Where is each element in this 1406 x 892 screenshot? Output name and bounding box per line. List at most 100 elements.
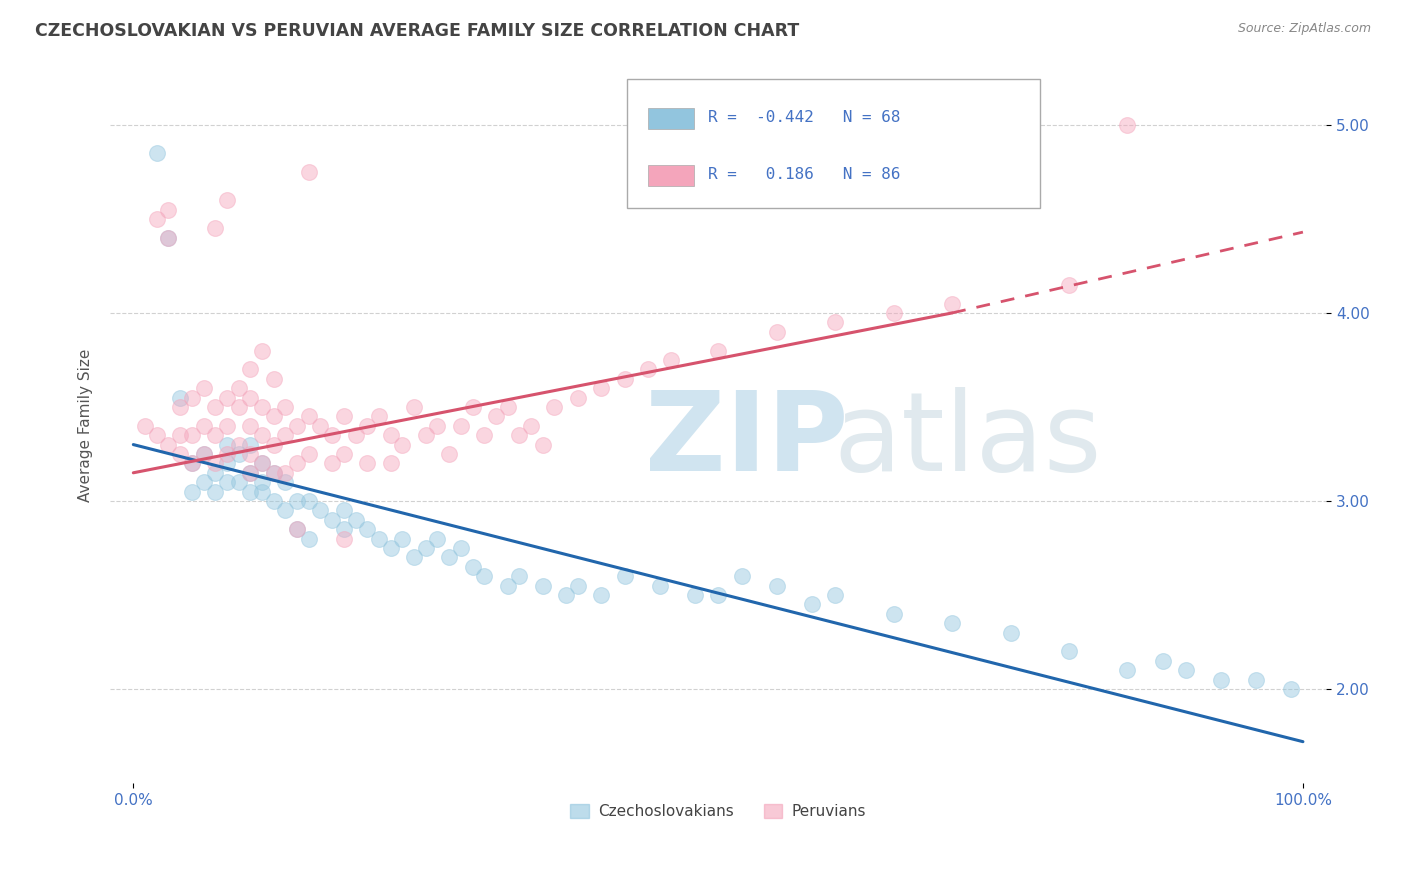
Point (263, 372, 285, 386)
Bar (648, 108, 693, 129)
Legend: Czechoslovakians, Peruvians: Czechoslovakians, Peruvians (564, 798, 872, 825)
Point (321, 513, 343, 527)
Point (1057, 644, 1080, 658)
Point (567, 391, 589, 405)
Point (204, 400, 226, 414)
Point (193, 447, 215, 461)
Point (285, 456, 308, 470)
Point (145, 211, 167, 226)
Point (193, 381, 215, 395)
Point (941, 616, 963, 631)
Point (1152, 654, 1174, 668)
Point (613, 569, 636, 583)
Point (180, 456, 202, 470)
Point (485, 409, 508, 424)
Point (298, 409, 321, 424)
Point (591, 381, 613, 395)
Point (683, 588, 706, 602)
Point (169, 428, 191, 442)
Point (250, 400, 273, 414)
Text: CZECHOSLOVAKIAN VS PERUVIAN AVERAGE FAMILY SIZE CORRELATION CHART: CZECHOSLOVAKIAN VS PERUVIAN AVERAGE FAMI… (35, 22, 800, 40)
Point (496, 579, 519, 593)
Point (145, 428, 167, 442)
Point (274, 503, 297, 517)
Point (450, 418, 472, 433)
Point (204, 428, 226, 442)
Point (402, 400, 425, 414)
Point (426, 418, 449, 433)
Point (415, 428, 437, 442)
Point (263, 437, 285, 451)
Point (263, 466, 285, 480)
Point (180, 456, 202, 470)
Point (134, 418, 156, 433)
Point (285, 522, 308, 536)
Point (659, 353, 682, 368)
Point (193, 475, 215, 490)
Point (250, 456, 273, 470)
Text: R =  -0.442   N = 68: R = -0.442 N = 68 (709, 110, 901, 125)
Point (239, 484, 262, 499)
Point (648, 579, 671, 593)
Text: R =   0.186   N = 86: R = 0.186 N = 86 (709, 167, 901, 182)
Point (228, 437, 250, 451)
Point (215, 391, 238, 405)
Point (1116, 663, 1139, 677)
Point (309, 418, 332, 433)
Point (356, 456, 378, 470)
Point (800, 598, 823, 612)
Point (520, 418, 543, 433)
Point (508, 428, 530, 442)
Point (380, 541, 402, 555)
Point (730, 569, 752, 583)
Point (941, 296, 963, 310)
Point (204, 456, 226, 470)
Point (824, 315, 846, 329)
Point (263, 409, 285, 424)
FancyBboxPatch shape (627, 79, 1040, 208)
Point (391, 437, 413, 451)
Point (309, 503, 332, 517)
Point (333, 409, 356, 424)
Point (1000, 625, 1022, 640)
Point (274, 428, 297, 442)
Point (180, 391, 202, 405)
Point (250, 343, 273, 358)
Text: atlas: atlas (834, 386, 1102, 493)
Point (472, 428, 495, 442)
Point (765, 579, 787, 593)
Point (298, 532, 321, 546)
Point (321, 428, 343, 442)
Y-axis label: Average Family Size: Average Family Size (79, 349, 93, 502)
Point (239, 437, 262, 451)
Point (204, 221, 226, 235)
Point (437, 447, 460, 461)
Point (765, 325, 787, 339)
Point (157, 202, 180, 217)
Point (1057, 277, 1080, 292)
Point (368, 532, 391, 546)
Point (263, 494, 285, 508)
Point (228, 381, 250, 395)
Point (169, 400, 191, 414)
Point (180, 428, 202, 442)
Point (274, 466, 297, 480)
Point (437, 550, 460, 565)
Point (1175, 663, 1198, 677)
Point (180, 484, 202, 499)
Point (215, 437, 238, 451)
Point (274, 475, 297, 490)
Point (883, 306, 905, 320)
Point (321, 456, 343, 470)
Point (193, 418, 215, 433)
Point (415, 541, 437, 555)
Point (204, 466, 226, 480)
Point (1116, 118, 1139, 132)
Point (333, 503, 356, 517)
Point (239, 447, 262, 461)
Point (380, 428, 402, 442)
Point (274, 400, 297, 414)
Point (613, 372, 636, 386)
Point (883, 607, 905, 621)
Bar (648, 165, 693, 186)
